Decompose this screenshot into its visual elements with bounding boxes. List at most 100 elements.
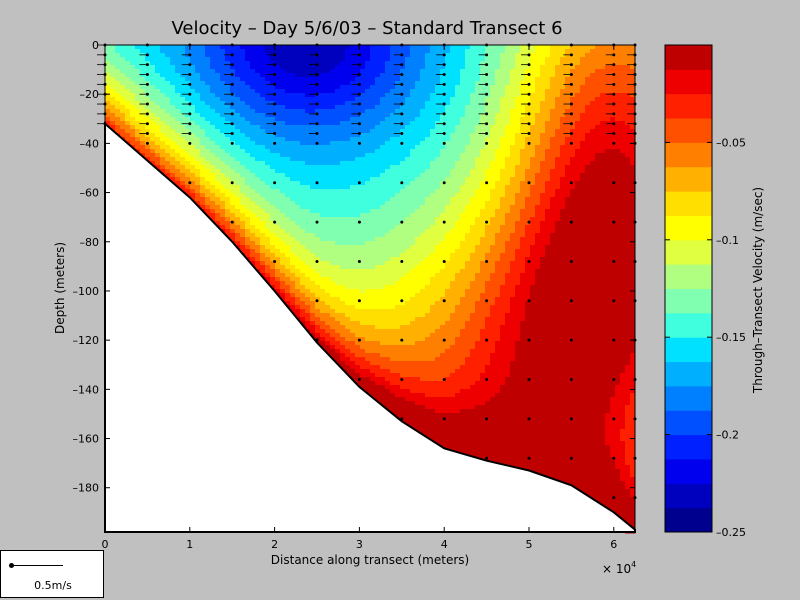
field-cell: [160, 165, 166, 170]
field-cell: [335, 217, 341, 222]
field-cell: [465, 417, 471, 422]
field-cell: [415, 97, 421, 102]
field-cell: [315, 169, 321, 174]
field-cell: [460, 241, 466, 246]
field-cell: [440, 225, 446, 230]
field-cell: [405, 305, 411, 310]
field-cell: [385, 241, 391, 246]
field-cell: [275, 205, 281, 210]
field-cell: [375, 221, 381, 226]
field-cell: [250, 45, 256, 50]
field-cell: [310, 197, 316, 202]
field-cell: [445, 285, 451, 290]
field-cell: [125, 137, 131, 142]
field-cell: [110, 101, 116, 106]
field-cell: [340, 273, 346, 278]
field-cell: [390, 69, 396, 74]
field-cell: [360, 261, 366, 266]
field-cell: [275, 97, 281, 102]
field-cell: [445, 277, 451, 282]
field-cell: [475, 45, 481, 50]
field-cell: [450, 345, 456, 350]
field-cell: [270, 257, 276, 262]
field-cell: [330, 245, 336, 250]
field-cell: [360, 265, 366, 270]
field-cell: [280, 257, 286, 262]
field-cell: [335, 281, 341, 286]
field-cell: [235, 89, 241, 94]
field-cell: [290, 193, 296, 198]
field-cell: [465, 317, 471, 322]
field-cell: [465, 97, 471, 102]
field-cell: [330, 289, 336, 294]
field-cell: [230, 65, 236, 70]
field-cell: [370, 113, 376, 118]
field-cell: [385, 309, 391, 314]
field-cell: [420, 413, 426, 418]
field-cell: [455, 181, 461, 186]
field-cell: [470, 437, 476, 442]
field-cell: [335, 105, 341, 110]
field-cell: [340, 241, 346, 246]
field-cell: [405, 181, 411, 186]
field-cell: [425, 257, 431, 262]
field-cell: [390, 385, 396, 390]
field-cell: [325, 141, 331, 146]
field-cell: [370, 285, 376, 290]
field-cell: [325, 201, 331, 206]
field-cell: [390, 221, 396, 226]
field-cell: [405, 197, 411, 202]
field-cell: [115, 81, 121, 86]
field-cell: [370, 185, 376, 190]
field-cell: [260, 97, 266, 102]
field-cell: [315, 205, 321, 210]
field-cell: [400, 57, 406, 62]
field-cell: [290, 57, 296, 62]
field-cell: [460, 325, 466, 330]
field-cell: [310, 261, 316, 266]
field-cell: [315, 149, 321, 154]
field-cell: [280, 125, 286, 130]
field-cell: [420, 297, 426, 302]
field-cell: [265, 265, 271, 270]
field-cell: [225, 149, 231, 154]
field-cell: [470, 377, 476, 382]
field-cell: [400, 249, 406, 254]
field-cell: [275, 169, 281, 174]
field-cell: [370, 165, 376, 170]
field-cell: [335, 133, 341, 138]
field-cell: [265, 109, 271, 114]
field-cell: [340, 337, 346, 342]
field-cell: [195, 89, 201, 94]
field-cell: [400, 185, 406, 190]
field-cell: [185, 57, 191, 62]
field-cell: [420, 65, 426, 70]
field-cell: [245, 161, 251, 166]
field-cell: [120, 65, 126, 70]
field-cell: [375, 265, 381, 270]
field-cell: [280, 133, 286, 138]
field-cell: [110, 85, 116, 90]
field-cell: [385, 225, 391, 230]
field-cell: [470, 157, 476, 162]
field-cell: [465, 277, 471, 282]
field-cell: [265, 233, 271, 238]
field-cell: [440, 197, 446, 202]
field-cell: [330, 177, 336, 182]
field-cell: [355, 157, 361, 162]
field-cell: [335, 305, 341, 310]
field-cell: [230, 97, 236, 102]
field-cell: [270, 133, 276, 138]
field-cell: [390, 389, 396, 394]
field-cell: [350, 201, 356, 206]
field-cell: [190, 153, 196, 158]
field-cell: [415, 205, 421, 210]
field-cell: [315, 77, 321, 82]
field-cell: [335, 73, 341, 78]
field-cell: [280, 45, 286, 50]
field-cell: [375, 69, 381, 74]
field-cell: [330, 113, 336, 118]
field-cell: [275, 229, 281, 234]
field-cell: [180, 89, 186, 94]
field-cell: [330, 229, 336, 234]
